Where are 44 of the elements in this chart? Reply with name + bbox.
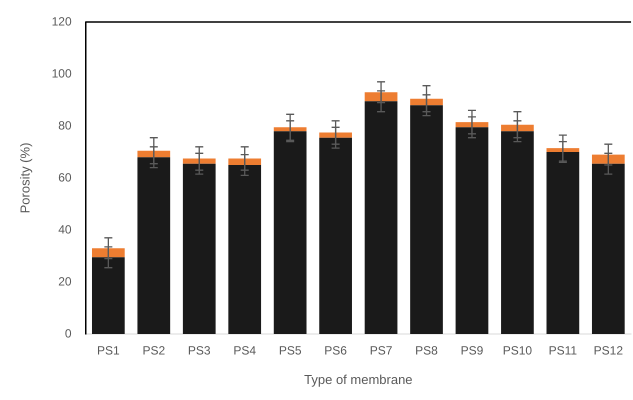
bar bbox=[92, 257, 125, 334]
bar bbox=[319, 132, 352, 138]
y-tick-label: 80 bbox=[58, 118, 72, 132]
x-tick-label: PS4 bbox=[233, 344, 256, 358]
x-tick-label: PS2 bbox=[142, 344, 166, 358]
bar bbox=[92, 248, 125, 258]
y-tick-label: 100 bbox=[52, 66, 72, 80]
bar bbox=[137, 150, 170, 158]
x-tick-label: PS1 bbox=[97, 344, 120, 358]
bar bbox=[319, 138, 352, 334]
x-tick-label: PS9 bbox=[460, 344, 484, 358]
y-tick-label: 60 bbox=[58, 170, 72, 184]
bar bbox=[182, 164, 216, 334]
y-tick-label: 20 bbox=[58, 274, 72, 288]
y-tick-label: 0 bbox=[64, 326, 72, 340]
y-tick-label: 40 bbox=[58, 222, 72, 236]
bar bbox=[501, 124, 534, 132]
x-tick-label: PS12 bbox=[594, 344, 624, 358]
bar bbox=[364, 101, 398, 334]
bar bbox=[592, 154, 625, 164]
bar bbox=[456, 122, 488, 128]
x-tick-label: PS10 bbox=[502, 344, 532, 358]
bar bbox=[592, 164, 625, 334]
bar bbox=[228, 158, 262, 165]
x-tick-label: PS11 bbox=[548, 344, 578, 358]
x-tick-label: PS6 bbox=[324, 344, 348, 358]
y-axis-title: Porosity (%) bbox=[17, 142, 32, 214]
bar bbox=[410, 98, 443, 106]
bar bbox=[137, 157, 170, 334]
x-tick-label: PS7 bbox=[370, 344, 393, 358]
x-axis-title: Type of membrane bbox=[304, 372, 413, 387]
bar bbox=[364, 92, 398, 102]
x-tick-label: PS3 bbox=[188, 344, 211, 358]
x-tick-label: PS5 bbox=[278, 344, 302, 358]
bar bbox=[456, 127, 488, 334]
x-tick-label: PS8 bbox=[415, 344, 438, 358]
bar bbox=[274, 131, 307, 334]
bar bbox=[501, 131, 534, 334]
y-tick-label: 120 bbox=[52, 14, 72, 28]
bar bbox=[410, 105, 443, 334]
bar bbox=[228, 165, 262, 334]
bar bbox=[546, 152, 580, 334]
bar bbox=[546, 148, 580, 152]
bar bbox=[182, 158, 216, 164]
